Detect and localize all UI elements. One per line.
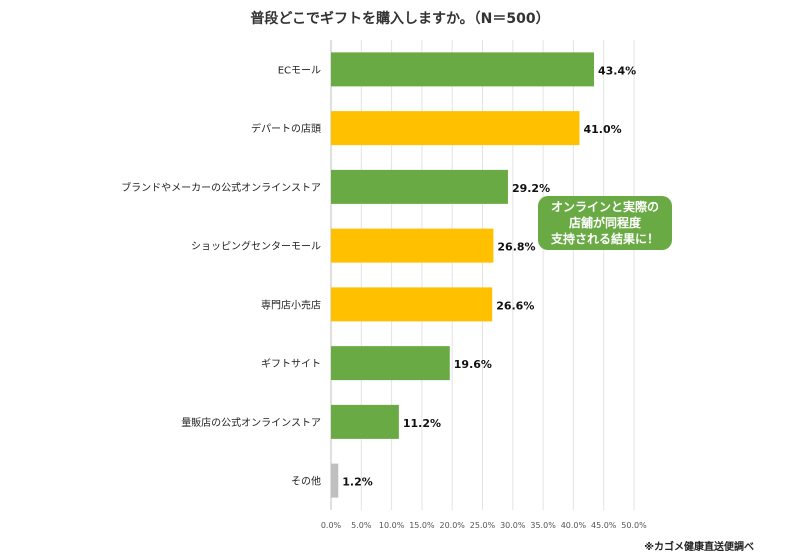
value-label: 11.2% xyxy=(403,417,441,430)
labels: 0.0% 5.0% 10.0% 15.0% 20.0% 25.0% 30.0% 35.0% 40… xyxy=(121,64,647,530)
bar xyxy=(331,169,508,204)
annotation-callout: オンラインと実際の 店舗が同程度 支持される結果に！ xyxy=(538,196,672,250)
chart-title: 普段どこでギフトを購入しますか。（N＝500） xyxy=(250,11,550,27)
x-tick-label: 30.0% xyxy=(500,521,526,530)
x-tick-label: 20.0% xyxy=(439,521,465,530)
x-tick-label: 0.0% xyxy=(321,521,342,530)
bar xyxy=(331,52,595,87)
category-label: ショッピングセンターモール xyxy=(191,240,321,253)
category-label: その他 xyxy=(291,475,321,488)
bar xyxy=(331,228,494,263)
bar xyxy=(331,111,580,146)
x-tick-label: 50.0% xyxy=(621,521,647,530)
bar xyxy=(331,404,399,439)
value-label: 41.0% xyxy=(583,123,621,136)
value-label: 26.6% xyxy=(496,299,534,312)
bar xyxy=(331,346,450,381)
x-tick-label: 10.0% xyxy=(379,521,405,530)
value-label: 26.8% xyxy=(497,241,535,254)
value-label: 1.2% xyxy=(342,476,373,489)
category-label: ギフトサイト xyxy=(261,358,321,370)
bar xyxy=(331,463,339,498)
category-label: 専門店小売店 xyxy=(261,298,321,311)
value-label: 43.4% xyxy=(598,64,636,77)
bar xyxy=(331,287,493,322)
x-tick-label: 15.0% xyxy=(409,521,435,530)
category-label: ECモール xyxy=(278,65,321,76)
category-label: 量販店の公式オンラインストア xyxy=(181,416,321,429)
value-label: 29.2% xyxy=(512,182,550,195)
x-tick-label: 45.0% xyxy=(591,521,617,530)
bars xyxy=(331,52,595,498)
category-label: デパートの店頭 xyxy=(251,122,321,135)
x-tick-label: 35.0% xyxy=(530,521,556,530)
category-label: ブランドやメーカーの公式オンラインストア xyxy=(121,181,321,194)
gridlines xyxy=(330,40,635,510)
x-tick-label: 5.0% xyxy=(351,521,372,530)
x-tick-label: 40.0% xyxy=(561,521,587,530)
source-note: ※カゴメ健康直送便調べ xyxy=(644,542,754,553)
x-tick-label: 25.0% xyxy=(470,521,496,530)
value-label: 19.6% xyxy=(454,358,492,371)
